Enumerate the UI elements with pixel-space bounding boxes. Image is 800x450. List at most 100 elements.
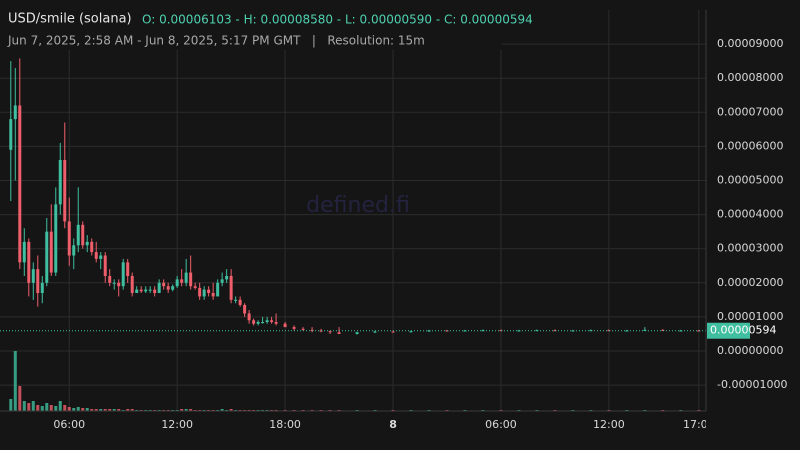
candle-body [261,322,265,324]
candle-body [180,279,184,283]
header-backdrop [0,0,502,50]
candle-body [85,241,89,246]
volume-bar [67,407,71,411]
candle-body [256,322,260,324]
volume-bar [184,409,188,411]
x-tick-label: 12:00 [593,418,625,431]
volume-bar [90,409,94,411]
x-tick-label: 06:00 [485,418,517,431]
volume-bar [49,405,53,411]
candle-body [198,287,202,297]
y-tick-label: 0.00000000 [717,344,783,357]
volume-bar [36,405,40,411]
volume-bar [189,409,193,411]
candle-body [301,328,305,330]
volume-bar [229,409,233,411]
candle-body [589,330,593,332]
candle-body [189,272,193,287]
volume-bar [58,401,62,411]
candle-body [292,327,296,329]
candle-body [99,255,103,259]
x-tick-label: 12:00 [161,418,193,431]
candle-body [31,269,35,283]
candle-body [9,119,13,150]
volume-bar [94,409,98,411]
y-tick-label: 0.00003000 [717,242,783,255]
candle-body [54,204,58,273]
candle-body [162,282,166,287]
candle-body [72,245,76,256]
candle-body [535,330,539,332]
candle-body [220,279,224,283]
volume-bar [13,351,17,411]
candle-body [126,262,130,276]
candle-body [427,330,431,332]
candle-body [607,330,611,332]
x-tick-label: 17:00 [683,418,715,431]
candle-body [270,320,274,323]
candle-body [76,224,80,246]
candle-body [207,289,211,294]
y-tick-label: 0.00005000 [717,173,783,186]
volume-bar [117,409,121,411]
volume-bar [31,401,35,411]
candle-body [274,322,278,324]
candle-body [238,299,242,305]
candle-body [243,304,247,314]
candle-body [252,320,256,324]
watermark: defined.fi [306,193,410,218]
candle-body [112,282,116,284]
candle-body [22,241,26,263]
candle-body [157,282,161,294]
volume-bar [22,401,26,411]
candle-body [265,320,269,323]
candle-body [409,331,413,333]
candle-body [40,282,44,294]
candle-body [225,275,229,280]
candle-body [90,241,94,253]
candle-body [643,329,647,331]
y-tick-label: 0.00001000 [717,310,783,323]
volume-bar [220,409,224,411]
volume-bar [9,399,13,411]
y-tick-label: -0.00001000 [717,378,787,391]
x-tick-label: 06:00 [53,418,85,431]
volume-bar [85,408,89,411]
candle-body [63,160,67,222]
candle-body [153,289,157,294]
candle-body [661,329,665,331]
candle-body [391,331,395,333]
candle-body [81,224,85,246]
chart-subtitle: Jun 7, 2025, 2:58 AM - Jun 8, 2025, 5:17… [7,34,425,48]
candle-body [13,105,17,120]
volume-bar [99,409,103,411]
candle-body [108,275,112,283]
ohlc-readout: O: 0.00006103 - H: 0.00008580 - L: 0.000… [142,13,533,27]
candle-body [171,286,175,290]
candle-body [58,160,62,205]
candle-body [328,331,332,333]
candle-body [625,330,629,332]
y-tick-label: 0.00004000 [717,208,783,221]
candle-body [571,330,575,332]
volume-bar [76,407,80,411]
volume-bar [81,408,85,411]
candle-body [517,330,521,332]
volume-bar [27,403,31,411]
chart-title: USD/smile (solana) [8,12,132,27]
candle-body [234,299,238,301]
candle-body [94,252,98,259]
x-tick-label: 8 [389,418,397,431]
candle-body [135,289,139,294]
y-tick-label: 0.00002000 [717,276,783,289]
candle-body [148,289,152,291]
candle-body [139,289,143,292]
candle-body [117,282,121,287]
candle-body [229,275,233,300]
candle-body [202,289,206,297]
candle-body [103,255,107,276]
candle-body [121,262,125,287]
candle-body [373,331,377,333]
